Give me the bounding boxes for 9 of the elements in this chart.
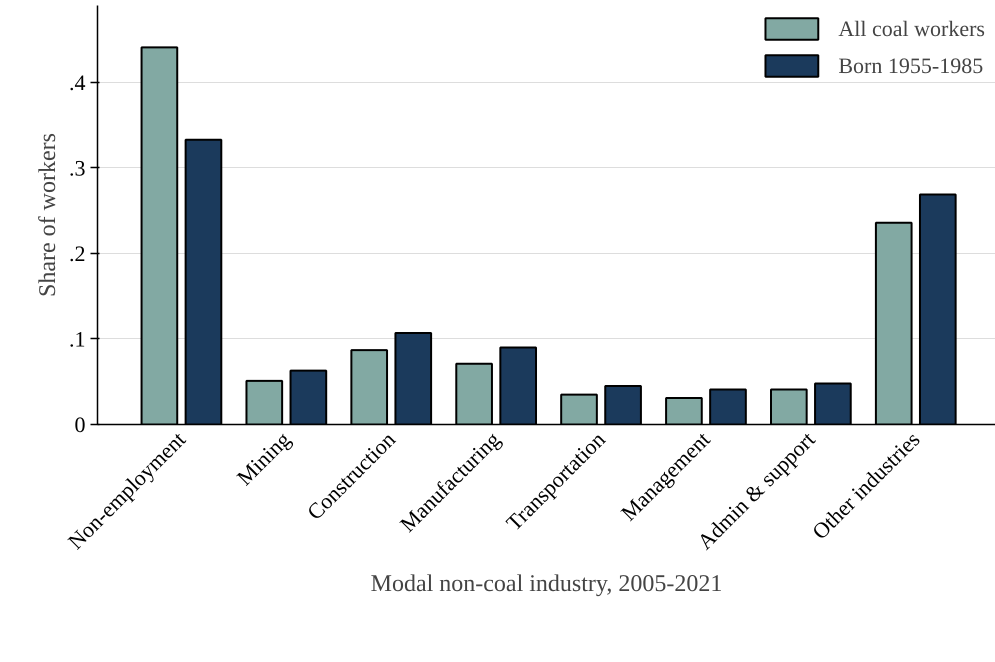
y-tick-label: 0 (74, 412, 86, 437)
y-axis-title: Share of workers (35, 133, 61, 297)
y-tick-label: .3 (69, 155, 86, 180)
legend-label: All coal workers (838, 16, 985, 42)
y-tick-label: .2 (69, 240, 86, 266)
legend-label: Born 1955-1985 (838, 52, 984, 78)
x-axis-title: Modal non-coal industry, 2005-2021 (370, 570, 722, 597)
y-tick-label: .1 (69, 326, 86, 352)
y-tick-label: .4 (69, 70, 86, 95)
